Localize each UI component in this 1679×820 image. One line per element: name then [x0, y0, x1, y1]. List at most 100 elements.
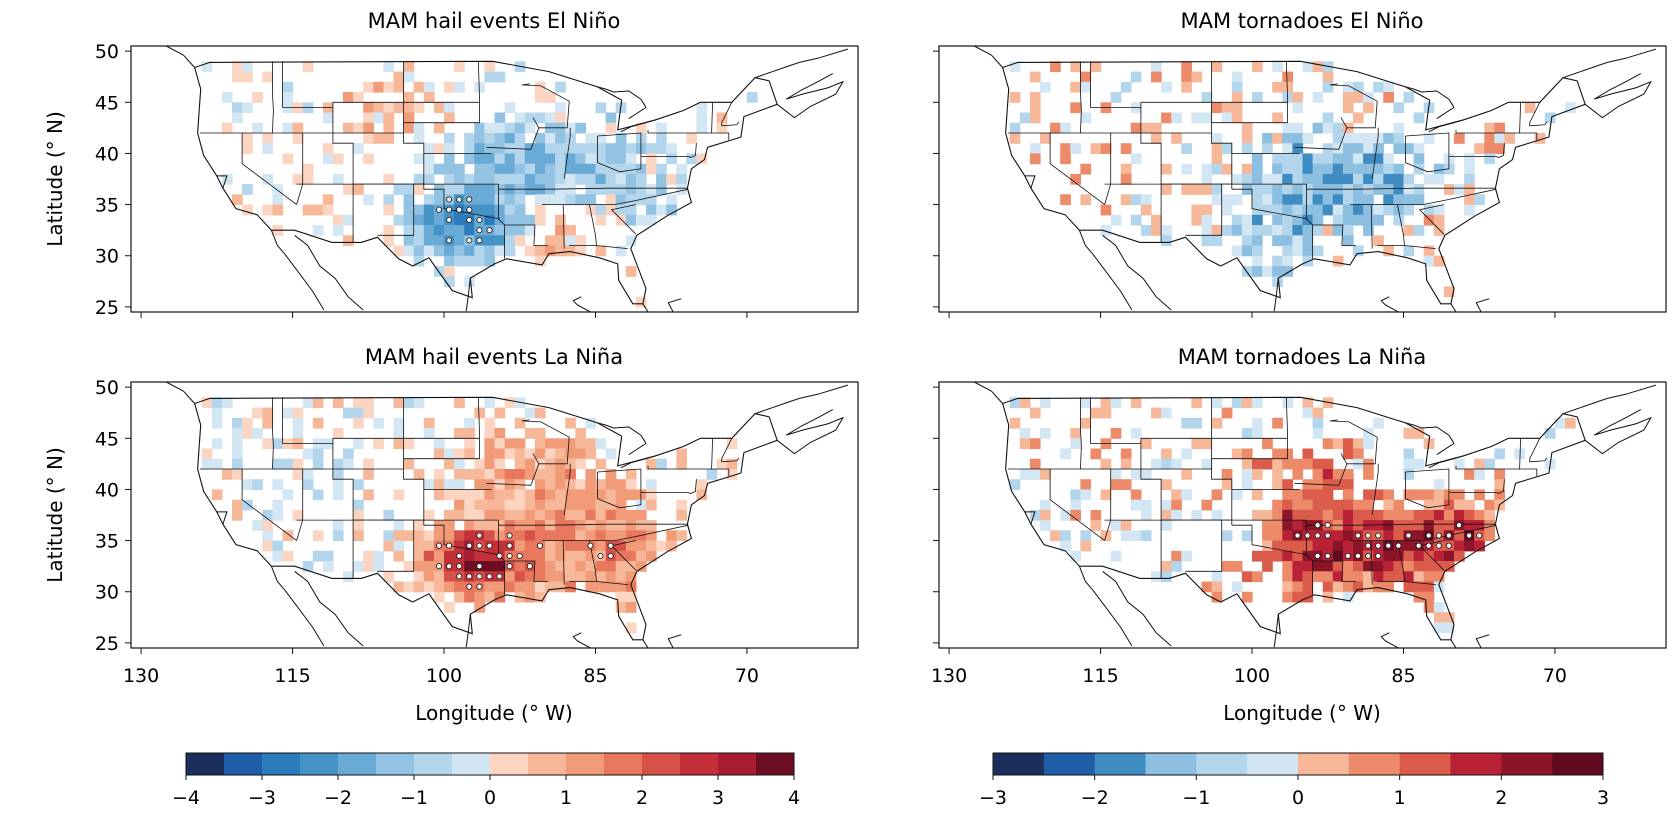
state-boundary: [563, 463, 571, 516]
grid-cell: [423, 163, 435, 175]
grid-cell: [1403, 581, 1415, 593]
grid-cell: [393, 71, 405, 83]
y-axis-label-top: Latitude (° N): [43, 111, 67, 247]
grid-cell: [242, 102, 253, 114]
x-axis-label-left: Longitude (° W): [415, 701, 573, 725]
grid-cell: [454, 428, 465, 439]
grid-cell: [686, 153, 697, 165]
grid-cell: [332, 520, 344, 531]
state-boundary: [504, 560, 548, 582]
grid-cell: [413, 81, 425, 93]
grid-cell: [1423, 245, 1435, 257]
grid-cell: [635, 550, 647, 562]
grid-cell: [575, 438, 586, 450]
grid-cell: [1464, 509, 1475, 521]
significance-marker: [476, 573, 483, 580]
state-boundary: [563, 524, 689, 541]
grid-cell: [1353, 204, 1364, 216]
grid-cell: [484, 438, 496, 450]
grid-cell: [1029, 153, 1041, 165]
grid-cell: [211, 417, 223, 429]
grid-cell: [514, 448, 526, 460]
grid-cell: [1080, 163, 1092, 175]
grid-cell: [1322, 112, 1334, 124]
colorbar-tick-label: 2: [636, 787, 648, 809]
grid-cell: [332, 397, 344, 409]
grid-cell: [343, 407, 354, 419]
grid-cell: [423, 571, 435, 583]
significance-marker: [466, 206, 473, 213]
grid-cell: [1302, 61, 1314, 73]
grid-cell: [454, 397, 465, 409]
grid-cell: [1393, 499, 1405, 511]
grid-cell: [1373, 489, 1384, 501]
grid-cell: [585, 509, 597, 521]
grid-cell: [585, 489, 597, 501]
coastline: [1273, 278, 1279, 312]
grid-cell: [494, 581, 506, 593]
grid-cell: [433, 143, 445, 154]
grid-cell: [1353, 92, 1364, 103]
state-boundary: [403, 397, 480, 460]
state-boundary: [1519, 132, 1538, 141]
grid-cell: [1100, 143, 1112, 154]
grid-cell: [1302, 448, 1314, 460]
grid-cell: [1120, 143, 1132, 154]
grid-cell: [615, 530, 627, 542]
grid-cell: [494, 407, 506, 419]
grid-cell: [413, 397, 425, 409]
grid-cell: [1272, 133, 1283, 144]
grid-cell: [1383, 520, 1394, 531]
grid-cell: [1272, 479, 1283, 490]
grid-cell: [595, 204, 607, 216]
grid-cell: [423, 561, 435, 572]
grid-cell: [1393, 122, 1405, 134]
coastline: [754, 384, 849, 415]
grid-cell: [1201, 225, 1213, 236]
significance-markers: [435, 532, 614, 590]
grid-cell: [575, 235, 586, 247]
grid-cell: [565, 561, 576, 572]
grid-cell: [433, 163, 445, 175]
grid-cell: [595, 143, 607, 154]
state-boundary: [711, 468, 730, 477]
grid-cell: [1110, 214, 1122, 226]
grid-cell: [211, 489, 223, 501]
grid-cell: [383, 81, 395, 93]
grid-cell: [1322, 153, 1334, 165]
grid-cell: [1151, 133, 1162, 144]
lat-tick-label: 40: [95, 479, 119, 501]
grid-cell: [454, 163, 465, 175]
grid-cell: [595, 540, 607, 552]
grid-cell: [484, 235, 496, 247]
grid-cell: [474, 602, 485, 613]
grid-cell: [1464, 499, 1475, 511]
significance-marker: [486, 542, 493, 549]
significance-marker: [466, 542, 473, 549]
grid-cell: [1282, 571, 1293, 583]
grid-cell: [1009, 397, 1021, 409]
grid-cell: [272, 204, 284, 216]
grid-cell: [1282, 499, 1293, 511]
colorbar-swatch: [1247, 753, 1299, 775]
grid-cell: [1322, 163, 1334, 175]
grid-cell: [1181, 81, 1192, 93]
grid-cell: [656, 163, 667, 175]
grid-cell: [1413, 458, 1425, 470]
grid-cell: [1292, 581, 1304, 593]
grid-cell: [1322, 499, 1334, 511]
grid-cell: [565, 520, 576, 531]
grid-cell: [1363, 225, 1374, 236]
grid-cell: [595, 489, 607, 501]
grid-cell: [1423, 581, 1435, 593]
grid-cell: [1140, 194, 1152, 206]
grid-cell: [565, 194, 576, 206]
grid-cell: [302, 561, 314, 572]
grid-cell: [373, 438, 384, 450]
grid-cell: [1342, 469, 1354, 480]
grid-cell: [1342, 194, 1354, 206]
grid-cell: [605, 143, 617, 154]
grid-cell: [1140, 530, 1152, 542]
grid-cell: [565, 530, 576, 542]
grid-cell: [1201, 112, 1213, 124]
